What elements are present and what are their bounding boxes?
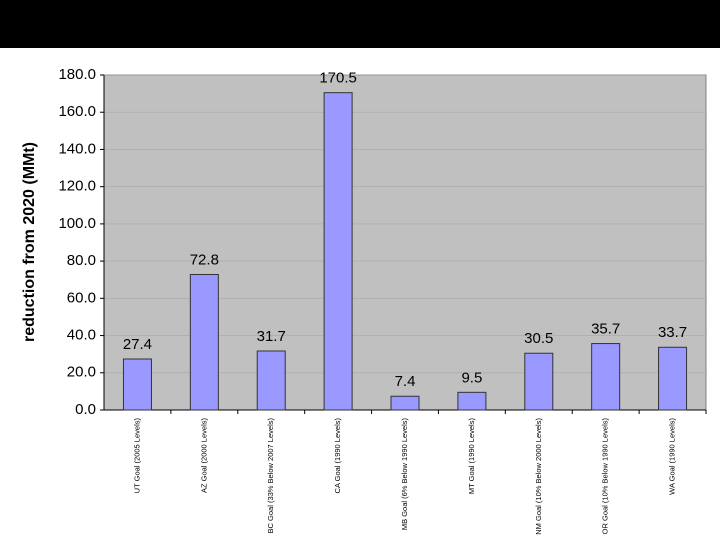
value-label: 170.5	[319, 70, 357, 87]
x-tick-label: NM Goal (10% Below 2000 Levels)	[534, 418, 543, 535]
value-label: 33.7	[658, 324, 687, 341]
y-tick-label: 40.0	[67, 327, 96, 344]
y-tick-label: 140.0	[58, 140, 96, 157]
x-tick-label: CA Goal (1990 Levels)	[333, 418, 342, 494]
value-label: 7.4	[395, 373, 416, 390]
header-bar	[0, 0, 720, 48]
bar	[256, 350, 286, 411]
y-tick-label: 60.0	[67, 289, 96, 306]
y-tick-label: 80.0	[67, 252, 96, 269]
bar	[591, 343, 621, 411]
y-tick-label: 180.0	[58, 66, 96, 83]
bar	[189, 274, 219, 411]
y-tick-label: 100.0	[58, 215, 96, 232]
y-axis-title: reduction from 2020 (MMt)	[21, 142, 38, 342]
x-tick-label: WA Goal (1990 Levels)	[668, 417, 677, 494]
x-tick-label: MB Goal (6% Below 1990 Levels)	[400, 418, 409, 531]
x-tick-label: AZ Goal (2000 Levels)	[199, 418, 208, 494]
y-tick-label: 20.0	[67, 364, 96, 381]
bar	[323, 92, 353, 411]
value-label: 72.8	[190, 251, 219, 268]
x-tick-label: BC Goal (33% Below 2007 Levels)	[266, 418, 275, 534]
x-tick-label: OR Goal (10% Below 1990 Levels)	[601, 418, 610, 535]
bar	[658, 346, 688, 411]
bar	[524, 352, 554, 411]
bar	[457, 391, 487, 411]
x-tick-label: MT Goal (1990 Levels)	[467, 418, 476, 495]
value-label: 35.7	[591, 321, 620, 338]
y-tick-label: 120.0	[58, 178, 96, 195]
value-label: 30.5	[524, 330, 553, 347]
value-label: 31.7	[257, 328, 286, 345]
y-tick-label: 160.0	[58, 103, 96, 120]
value-label: 27.4	[123, 336, 152, 353]
bar	[122, 358, 152, 411]
y-tick-label: 0.0	[75, 401, 96, 418]
bar	[390, 395, 420, 411]
value-label: 9.5	[461, 369, 482, 386]
x-tick-label: UT Goal (2005 Levels)	[132, 418, 141, 494]
